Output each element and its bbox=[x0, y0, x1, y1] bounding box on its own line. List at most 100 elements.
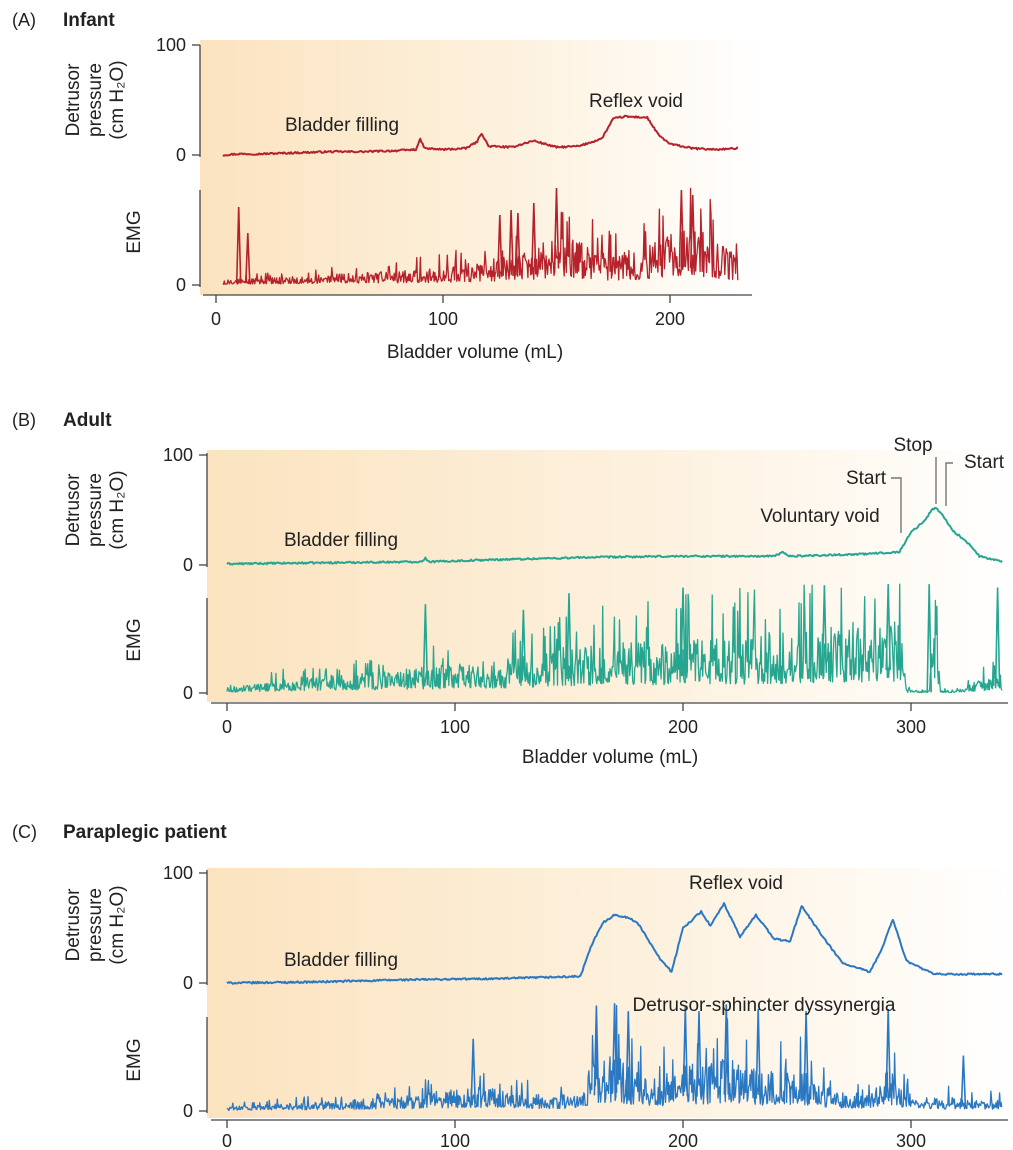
emg-trace bbox=[226, 583, 1003, 694]
emg-label: EMG bbox=[124, 1038, 145, 1081]
emg-spike bbox=[531, 202, 537, 275]
panel-a-x-axis-label: Bladder volume (mL) bbox=[387, 342, 563, 363]
annotation-voluntary-void: Voluntary void bbox=[760, 506, 879, 527]
xtick-0: 0 bbox=[222, 1131, 232, 1150]
panel-a-letter: (A) bbox=[12, 10, 36, 30]
emg-spike bbox=[689, 194, 696, 269]
emg-label: EMG bbox=[124, 210, 145, 253]
panel-c: (C) Paraplegic patient Detrusor pressure… bbox=[12, 822, 1012, 1150]
annotation-stop: Stop bbox=[893, 435, 932, 456]
annotation-bladder-filling: Bladder filling bbox=[284, 950, 398, 971]
annotation-dyssynergia: Detrusor-sphincter dyssynergia bbox=[633, 995, 896, 1016]
pressure-ytick-100: 100 bbox=[163, 445, 193, 465]
emg-spike bbox=[515, 212, 521, 276]
emg-trace bbox=[222, 187, 739, 285]
emg-spike bbox=[520, 609, 527, 682]
panel-a: (A) Infant Detrusor pressure (cm H₂O) EM… bbox=[12, 10, 760, 363]
callout-start-2 bbox=[945, 462, 953, 506]
xtick-200: 200 bbox=[668, 1131, 698, 1150]
emg-spike bbox=[245, 232, 251, 284]
pressure-trace bbox=[226, 902, 1003, 985]
pressure-trace bbox=[226, 506, 1003, 566]
annotation-bladder-filling: Bladder filling bbox=[285, 115, 399, 136]
xtick-200: 200 bbox=[668, 717, 698, 737]
emg-spike bbox=[422, 604, 429, 686]
panel-a-title: Infant bbox=[63, 10, 115, 31]
panel-b-pressure-label: Detrusor pressure (cm H₂O) bbox=[63, 470, 128, 549]
xtick-200: 200 bbox=[655, 309, 685, 329]
xtick-100: 100 bbox=[440, 1131, 470, 1150]
emg-spike bbox=[994, 587, 1001, 689]
panel-b-letter: (B) bbox=[12, 410, 36, 430]
pressure-ytick-0: 0 bbox=[176, 145, 186, 165]
annotation-bladder-filling: Bladder filling bbox=[284, 530, 398, 551]
emg-spike bbox=[723, 1004, 730, 1095]
xtick-100: 100 bbox=[428, 309, 458, 329]
panel-a-emg-label: EMG bbox=[124, 210, 145, 253]
panel-b-x-axis-label: Bladder volume (mL) bbox=[522, 747, 698, 768]
pressure-ytick-100: 100 bbox=[163, 863, 193, 883]
callout-start-1 bbox=[891, 477, 902, 533]
panel-c-title: Paraplegic patient bbox=[63, 822, 227, 843]
xtick-300: 300 bbox=[896, 717, 926, 737]
panel-c-traces bbox=[226, 902, 1003, 1111]
pressure-trace bbox=[222, 114, 739, 157]
emg-trace bbox=[226, 1004, 1003, 1111]
emg-spike bbox=[497, 214, 503, 277]
panel-b-emg-label: EMG bbox=[124, 618, 145, 661]
emg-spike bbox=[885, 584, 891, 671]
pressure-label-line1: Detrusor bbox=[63, 63, 84, 137]
panel-c-emg-label: EMG bbox=[124, 1038, 145, 1081]
pressure-ytick-0: 0 bbox=[183, 555, 193, 575]
emg-ytick-0: 0 bbox=[183, 1101, 193, 1121]
panel-c-letter: (C) bbox=[12, 822, 37, 842]
emg-spike bbox=[566, 593, 572, 680]
pressure-label-line2: pressure bbox=[85, 473, 106, 547]
pressure-label-line2: pressure bbox=[85, 888, 106, 962]
panel-b-background bbox=[207, 450, 1012, 702]
panel-b-title: Adult bbox=[63, 410, 112, 431]
emg-spike bbox=[803, 1011, 809, 1100]
emg-spike bbox=[470, 1038, 476, 1104]
panel-a-pressure-label: Detrusor pressure (cm H₂O) bbox=[63, 60, 128, 139]
pressure-label-line3: (cm H₂O) bbox=[107, 885, 128, 964]
emg-spike bbox=[682, 1006, 689, 1097]
pressure-label-line3: (cm H₂O) bbox=[107, 470, 128, 549]
emg-spike bbox=[696, 1011, 702, 1097]
pressure-label-line2: pressure bbox=[85, 63, 106, 137]
annotation-reflex-void: Reflex void bbox=[589, 91, 683, 112]
emg-spike bbox=[885, 1008, 891, 1098]
emg-spike bbox=[821, 585, 828, 673]
emg-spike bbox=[678, 189, 685, 268]
emg-spike bbox=[680, 587, 686, 676]
emg-spike bbox=[235, 206, 242, 284]
pressure-label-line3: (cm H₂O) bbox=[107, 60, 128, 139]
emg-spike bbox=[755, 1008, 761, 1099]
xtick-100: 100 bbox=[440, 717, 470, 737]
panel-a-traces bbox=[222, 114, 739, 285]
emg-spike bbox=[625, 1011, 632, 1097]
annotation-reflex-void: Reflex void bbox=[689, 873, 783, 894]
xtick-0: 0 bbox=[211, 309, 221, 329]
emg-spike bbox=[960, 1055, 967, 1108]
xtick-300: 300 bbox=[896, 1131, 926, 1150]
panel-b: (B) Adult Detrusor pressure (cm H₂O) EMG… bbox=[12, 410, 1012, 768]
pressure-label-line1: Detrusor bbox=[63, 888, 84, 962]
panel-c-pressure-label: Detrusor pressure (cm H₂O) bbox=[63, 885, 128, 964]
emg-spike bbox=[553, 187, 560, 269]
emg-spike bbox=[508, 209, 514, 277]
pressure-ytick-0: 0 bbox=[183, 973, 193, 993]
emg-spike bbox=[926, 584, 932, 693]
panel-a-background bbox=[200, 40, 760, 295]
xtick-0: 0 bbox=[222, 717, 232, 737]
emg-ytick-0: 0 bbox=[183, 683, 193, 703]
emg-label: EMG bbox=[124, 618, 145, 661]
pressure-ytick-100: 100 bbox=[156, 35, 186, 55]
emg-spike bbox=[593, 1005, 600, 1096]
panel-b-traces bbox=[226, 506, 1003, 694]
emg-spike bbox=[611, 1003, 618, 1093]
pressure-label-line1: Detrusor bbox=[63, 473, 84, 547]
emg-ytick-0: 0 bbox=[176, 275, 186, 295]
annotation-start-2: Start bbox=[964, 452, 1005, 473]
